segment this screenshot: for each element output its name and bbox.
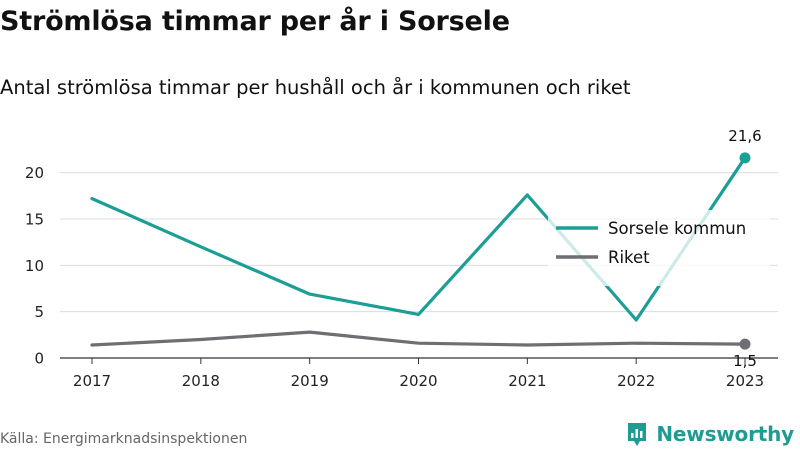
y-tick-label: 15 [25,210,44,228]
end-labels: 21,6 1,5 [728,127,761,370]
x-tick-label: 2018 [182,372,220,390]
x-tick-label: 2019 [291,372,329,390]
chart-subtitle: Antal strömlösa timmar per hushåll och å… [0,76,631,99]
legend-label: Riket [608,248,650,267]
legend: Sorsele kommun Riket [548,210,770,286]
x-axis-ticks: 2017 2018 2019 2020 2021 2022 2023 [73,358,764,390]
series-line-sorsele [90,156,747,322]
end-label-riket: 1,5 [733,352,757,370]
y-axis-ticks: 0 5 10 15 20 [25,164,44,367]
y-tick-label: 5 [34,303,44,321]
legend-background [548,210,770,286]
end-point-riket [739,338,751,350]
brand-logo: Newsworthy [626,421,794,447]
chart-title: Strömlösa timmar per år i Sorsele [0,6,510,37]
series-line-riket [90,330,747,347]
end-label-sorsele: 21,6 [728,127,761,145]
series-lines [90,152,751,350]
y-tick-label: 20 [25,164,44,182]
x-tick-label: 2021 [508,372,546,390]
x-tick-label: 2022 [617,372,655,390]
source-note: Källa: Energimarknadsinspektionen [0,431,248,447]
legend-label: Sorsele kommun [608,219,746,238]
x-tick-label: 2017 [73,372,111,390]
newsworthy-logo-icon [628,423,647,446]
brand-name: Newsworthy [656,422,794,446]
y-tick-label: 10 [25,257,44,275]
y-tick-label: 0 [34,350,44,368]
end-point-sorsele [739,152,751,164]
x-tick-label: 2023 [726,372,764,390]
x-tick-label: 2020 [399,372,437,390]
